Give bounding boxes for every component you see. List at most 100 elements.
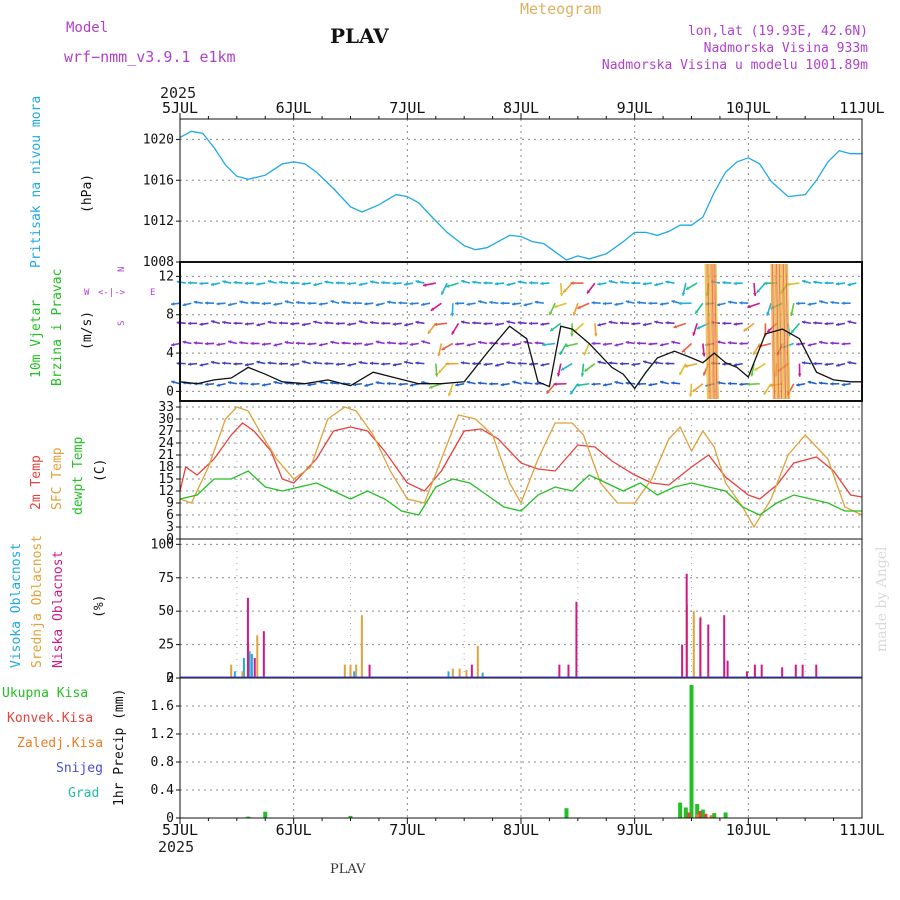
wind-arrow-head — [577, 305, 581, 309]
wind-arrow-head — [763, 391, 767, 395]
wind-arrow-head — [580, 373, 585, 377]
temp-y-tick-label: 21 — [158, 448, 174, 463]
wind-arrow-head — [182, 302, 186, 307]
wind-arrow-head — [517, 361, 521, 366]
cloud-low-bar — [575, 601, 578, 678]
wind-storm-streak — [709, 263, 714, 400]
temp-dewpt-line — [179, 470, 862, 516]
compass-s-label: S — [117, 320, 127, 326]
wind-arrow-head — [228, 302, 232, 307]
wind-arrow-head — [648, 342, 652, 346]
wind-arrow-head — [434, 373, 439, 377]
x-tick-label-bottom: 5JUL — [162, 821, 198, 839]
wind-storm-streak — [774, 263, 779, 400]
wind-arrow-head — [733, 281, 737, 286]
temp-y-tick-label: 27 — [158, 424, 174, 439]
wind-arrow-head — [830, 341, 834, 345]
wind-arrow-head — [824, 321, 828, 326]
wind-arrow-head — [681, 292, 686, 296]
wind-arrow-head — [529, 321, 533, 326]
wind-arrow-head — [451, 330, 455, 335]
wind-arrow-head — [273, 343, 277, 347]
wind-arrow-head — [702, 372, 707, 376]
wind-arrow-head — [415, 279, 419, 284]
wind-arrow-head — [495, 322, 499, 327]
wind-arrow-head — [673, 324, 677, 329]
cloud-low-bar — [470, 664, 473, 678]
precip-frozen-bar — [709, 815, 713, 818]
wind-arrow-head — [358, 320, 363, 324]
x-tick-label-top: 10JUL — [726, 99, 771, 117]
cloud-low-bar — [681, 644, 684, 678]
wind-arrow-head — [466, 380, 471, 385]
wind-arrow-head — [228, 340, 232, 344]
precip-frozen-label: Zaledj.Kisa — [17, 736, 104, 751]
wind-arrow-head — [801, 361, 806, 365]
wind-arrow-head — [409, 342, 414, 347]
pressure-line — [179, 130, 862, 261]
wind-arrow-head — [756, 289, 761, 293]
cloud-mid-bar — [241, 671, 244, 678]
cloud-low-bar — [685, 573, 688, 678]
wind-arrow-head — [603, 383, 607, 387]
wind-arrow-head — [648, 301, 652, 306]
wind-arrow-head — [441, 291, 445, 295]
wind-title-1: 10m Vjetar — [29, 299, 44, 378]
wind-arrow-head — [171, 342, 175, 347]
wind-arrow-head — [233, 362, 237, 366]
wind-arrow-head — [540, 281, 544, 286]
x-tick-label-top: 11JUL — [839, 99, 884, 117]
wind-arrow-head — [824, 362, 828, 367]
wind-arrow-head — [847, 320, 851, 324]
wind-arrow-head — [307, 382, 311, 387]
wind-arrow-head — [546, 390, 550, 394]
model-elevation-label: Nadmorska Visina u modelu 1001.89m — [601, 58, 868, 73]
wind-arrow-head — [789, 312, 794, 316]
x-tick-label-top: 9JUL — [617, 99, 653, 117]
wind-arrow-head — [523, 302, 527, 307]
wind-storm-streak — [705, 263, 710, 400]
wind-storm-streak — [704, 263, 709, 400]
wind-arrow-head — [256, 322, 260, 327]
wind-arrow-head — [830, 382, 834, 386]
wind-storm-streak — [786, 263, 791, 400]
wind-arrow-head — [847, 282, 851, 287]
precip-conv-label: Konvek.Kisa — [7, 711, 94, 726]
cloud-low-bar — [760, 664, 763, 678]
wind-arrow-head — [625, 381, 629, 386]
wind-arrow-head — [279, 280, 283, 285]
wind-arrow-head — [563, 289, 567, 293]
wind-arrow-head — [375, 381, 379, 385]
wind-arrow-head — [483, 321, 487, 326]
wind-arrow-head — [754, 367, 758, 371]
wind-arrow-head — [307, 342, 311, 346]
wind-arrow-head — [824, 281, 828, 285]
wind-arrow-head — [685, 286, 690, 290]
wind-arrow-head — [313, 320, 317, 324]
lonlat-label: lon,lat (19.93E, 42.6N) — [687, 24, 868, 39]
wind-unit: (m/s) — [80, 310, 95, 350]
wind-arrow-head — [659, 342, 664, 347]
precip-snow-label: Snijeg — [56, 761, 103, 776]
wind-arrow-head — [261, 301, 266, 306]
cloud-high-bar — [242, 657, 245, 678]
wind-arrow-head — [769, 383, 773, 388]
cloud-low-label: Niska Oblacnost — [51, 550, 66, 668]
cloud-low-bar — [707, 624, 710, 678]
station-title: PLAV — [330, 24, 389, 48]
precip-y-tick-label: 0.4 — [151, 783, 175, 798]
x-tick-label-bottom: 10JUL — [726, 821, 771, 839]
x-tick-label-bottom: 6JUL — [276, 821, 312, 839]
wind-arrow-head — [556, 373, 561, 377]
wind-arrow-head — [688, 393, 693, 397]
wind-arrow-head — [500, 382, 504, 387]
wind-arrow-head — [583, 351, 587, 356]
wind-arrow-head — [739, 382, 743, 387]
wind-arrow-head — [370, 280, 374, 284]
precip-total-bar — [678, 802, 683, 818]
wind-arrow-head — [324, 280, 328, 284]
precip-total-bar — [695, 804, 700, 818]
wind-arrow-head — [534, 341, 538, 345]
wind-arrow-head — [273, 302, 277, 307]
wind-arrow-head — [802, 320, 806, 324]
